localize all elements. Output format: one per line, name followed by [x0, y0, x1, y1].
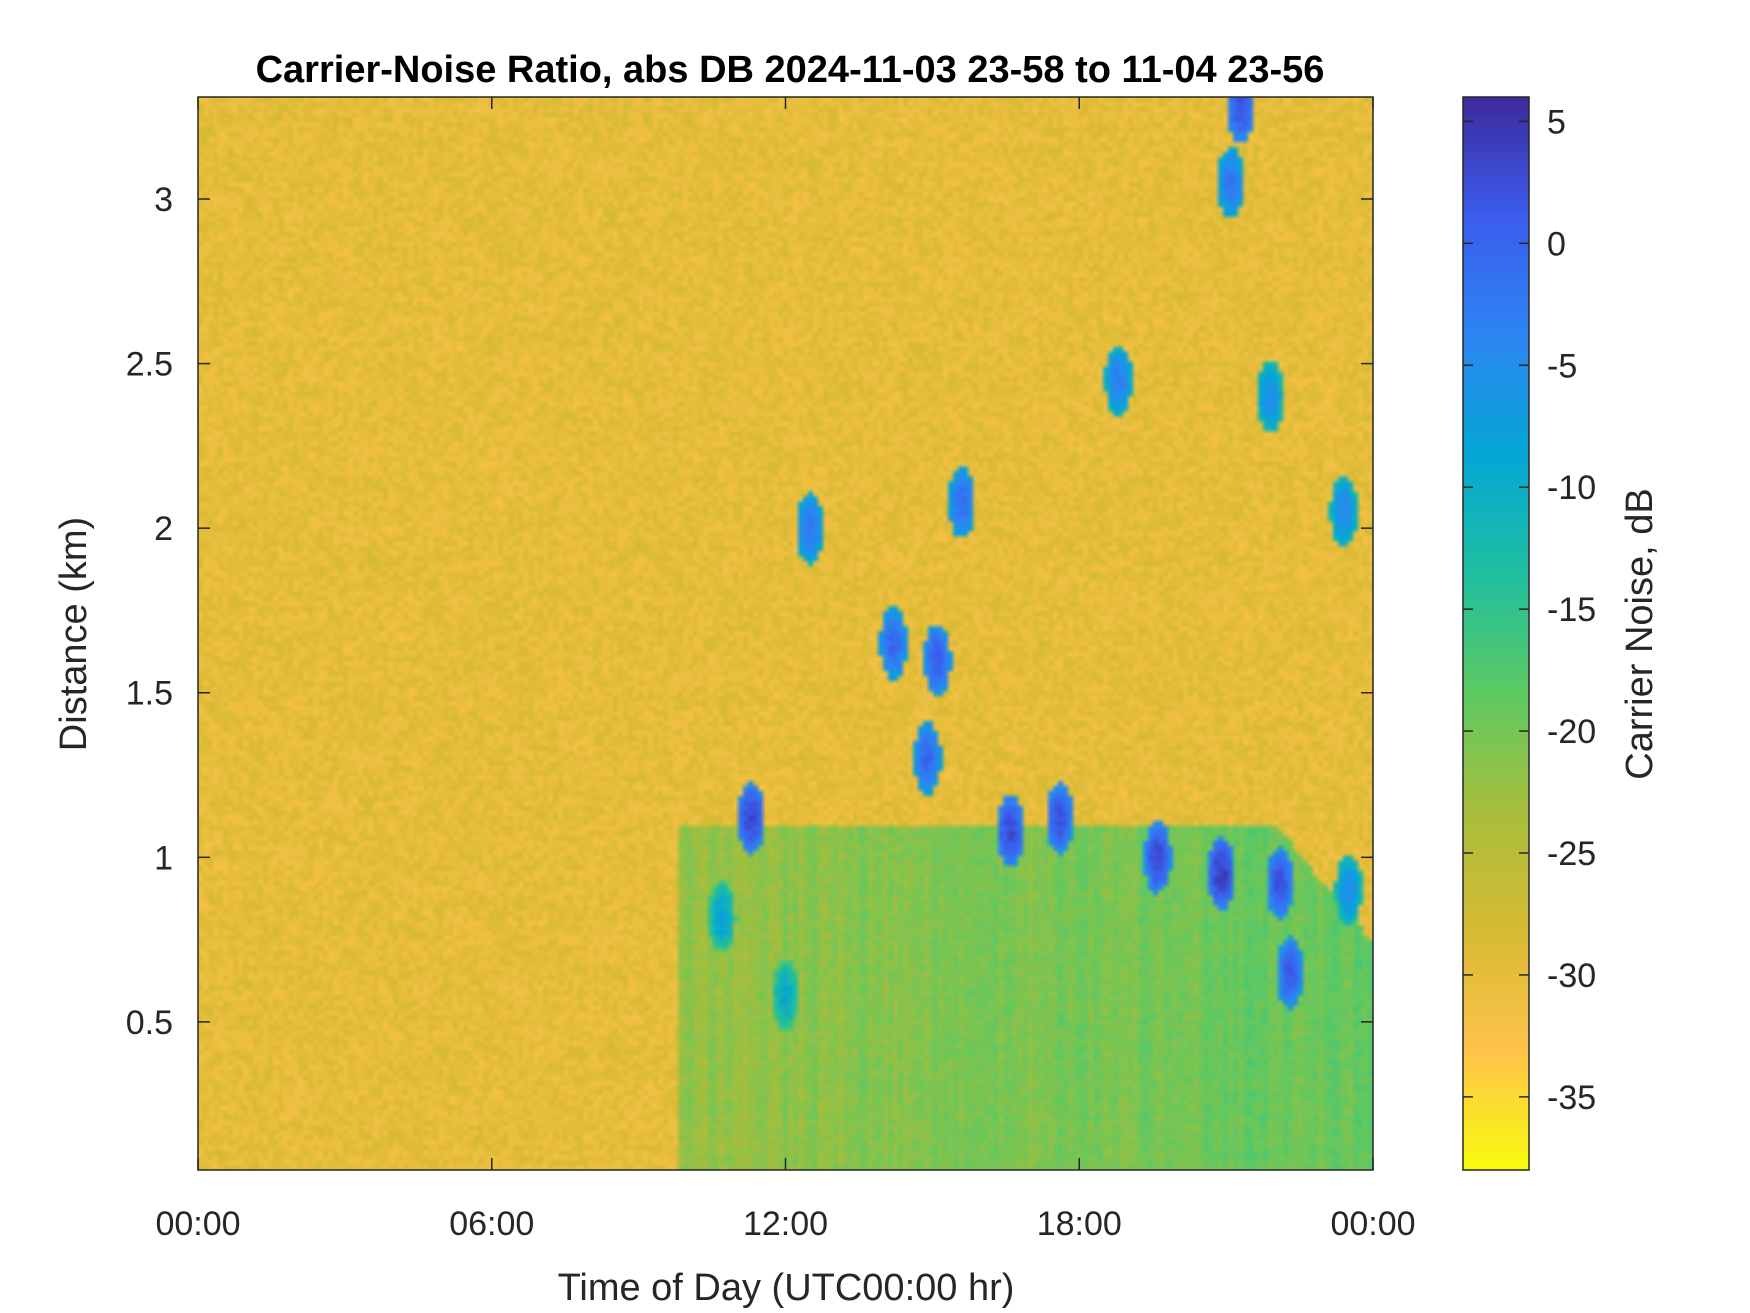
x-tick-label: 18:00 [1037, 1205, 1122, 1243]
y-tick-label: 3 [154, 181, 173, 219]
colorbar-tick-label: 5 [1547, 103, 1566, 141]
colorbar-tick-label: -25 [1547, 835, 1596, 873]
x-axis: 00:00 06:00 12:00 18:00 00:00 [155, 97, 1416, 1243]
colorbar-tick-label: -5 [1547, 347, 1577, 385]
colorbar-tick-label: -35 [1547, 1079, 1596, 1117]
colorbar-tick-label: 0 [1547, 225, 1566, 263]
colorbar-tick-label: -30 [1547, 957, 1596, 995]
chart-title: Carrier-Noise Ratio, abs DB 2024-11-03 2… [256, 49, 1325, 91]
x-tick-label: 00:00 [155, 1205, 240, 1243]
y-tick-label: 2 [154, 510, 173, 548]
y-axis-label: Distance (km) [53, 517, 95, 751]
heatmap-cells [198, 97, 1373, 1170]
colorbar-tick-label: -20 [1547, 713, 1596, 751]
y-axis: 0.5 1 1.5 2 2.5 3 [126, 181, 1373, 1042]
y-tick-label: 1.5 [126, 675, 173, 713]
y-tick-label: 2.5 [126, 346, 173, 384]
colorbar [1462, 96, 1530, 1171]
x-tick-label: 06:00 [449, 1205, 534, 1243]
colorbar-tick-label: -15 [1547, 591, 1596, 629]
y-tick-label: 0.5 [126, 1004, 173, 1042]
colorbar-tick-label: -10 [1547, 469, 1596, 507]
x-axis-label: Time of Day (UTC00:00 hr) [558, 1267, 1015, 1309]
heatmap-plot-area [198, 97, 1373, 1170]
colorbar-label: Carrier Noise, dB [1619, 488, 1661, 779]
x-tick-label: 00:00 [1330, 1205, 1415, 1243]
colorbar-ticks: 5 0 -5 -10 -15 -20 -25 -30 -35 [1463, 103, 1596, 1117]
x-tick-label: 12:00 [743, 1205, 828, 1243]
y-tick-label: 1 [154, 839, 173, 877]
